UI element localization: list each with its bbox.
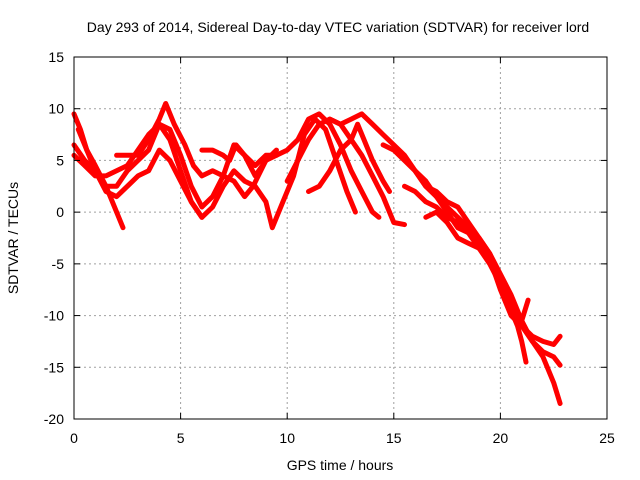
tick-labels: 0 5 10 15 20 25 -20 -15 -10 -5 0 5 10 15 (44, 49, 615, 446)
plot-frame (73, 56, 608, 420)
x-tick-label: 0 (70, 430, 78, 446)
y-tick-label: 10 (48, 101, 64, 117)
x-tick-label: 10 (279, 430, 295, 446)
series-arc-11 (402, 183, 529, 365)
y-tick-label: 15 (48, 49, 64, 65)
grid (74, 57, 607, 419)
series-arc-5 (114, 101, 279, 200)
series-arc-8 (306, 121, 392, 194)
series-arc-2 (71, 116, 358, 231)
y-tick-label: 5 (56, 152, 64, 168)
tick-marks (73, 56, 608, 420)
series-arc-4 (75, 126, 205, 220)
y-tick-label: -20 (44, 411, 64, 427)
series-group (71, 101, 563, 406)
y-tick-label: 0 (56, 204, 64, 220)
y-tick-label: -15 (44, 359, 64, 375)
x-tick-label: 5 (177, 430, 185, 446)
series-arc-10 (380, 142, 563, 368)
y-tick-label: -5 (52, 256, 65, 272)
chart-title: Day 293 of 2014, Sidereal Day-to-day VTE… (87, 19, 589, 35)
series-arc-12 (412, 168, 531, 324)
x-tick-label: 25 (599, 430, 615, 446)
y-axis-label: SDTVAR / TECUs (5, 182, 21, 294)
x-tick-label: 15 (386, 430, 402, 446)
series-arc-7 (284, 116, 407, 228)
series-arc-13 (423, 209, 563, 347)
x-tick-label: 20 (493, 430, 509, 446)
series-arc-6 (199, 111, 382, 220)
y-tick-label: -10 (44, 308, 64, 324)
x-axis-label: GPS time / hours (287, 457, 394, 473)
